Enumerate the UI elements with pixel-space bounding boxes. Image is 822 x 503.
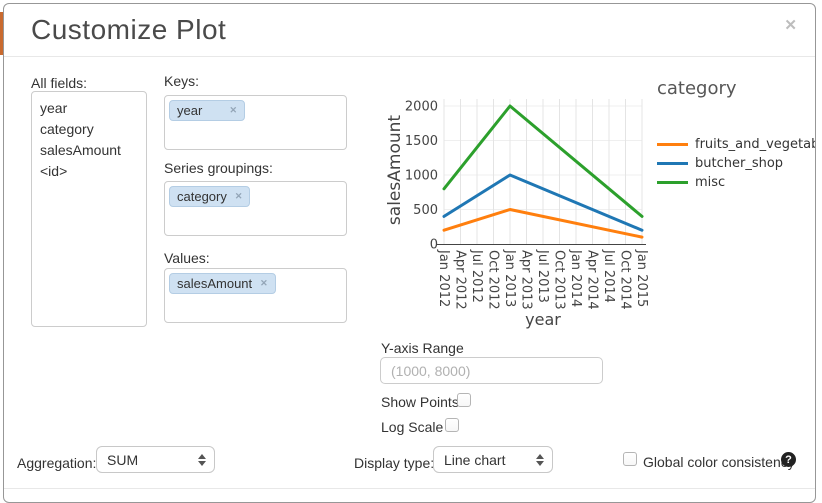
tag-label: salesAmount xyxy=(177,276,253,291)
legend-swatch-line xyxy=(657,142,688,146)
field-item[interactable]: year xyxy=(40,100,68,116)
all-fields-label: All fields: xyxy=(31,75,88,91)
select-arrows-icon xyxy=(536,453,544,466)
svg-text:Apr 2013: Apr 2013 xyxy=(518,250,533,310)
select-arrows-icon xyxy=(198,453,206,466)
svg-text:Jul 2014: Jul 2014 xyxy=(601,249,616,303)
close-icon[interactable]: ✕ xyxy=(784,17,797,34)
chart-legend: category fruits_and_vegetable butcher_sho… xyxy=(657,78,815,192)
keys-dropzone[interactable]: year ✕ xyxy=(164,95,347,150)
svg-text:Jan 2013: Jan 2013 xyxy=(502,249,517,307)
display-type-select[interactable]: Line chart xyxy=(433,446,553,473)
field-item[interactable]: <id> xyxy=(40,163,68,179)
svg-text:1000: 1000 xyxy=(405,169,438,184)
legend-entry[interactable]: fruits_and_vegetable xyxy=(657,135,815,153)
legend-entry-label: misc xyxy=(695,174,726,190)
field-item[interactable]: category xyxy=(40,121,94,137)
svg-text:Jan 2015: Jan 2015 xyxy=(634,249,649,307)
aggregation-label: Aggregation: xyxy=(17,455,97,471)
svg-text:Jul 2013: Jul 2013 xyxy=(535,249,550,303)
svg-text:2000: 2000 xyxy=(405,100,438,115)
svg-text:Apr 2012: Apr 2012 xyxy=(452,250,467,310)
svg-text:0: 0 xyxy=(430,238,438,253)
global-color-consistency-checkbox[interactable] xyxy=(623,452,637,466)
y-axis-range-label: Y-axis Range xyxy=(381,340,464,356)
y-axis-range-input[interactable] xyxy=(380,357,603,384)
keys-label: Keys: xyxy=(164,73,200,89)
remove-tag-icon[interactable]: ✕ xyxy=(260,278,268,288)
legend-title: category xyxy=(657,78,737,99)
tag-label: category xyxy=(177,189,227,204)
svg-text:Jan 2014: Jan 2014 xyxy=(568,249,583,307)
tag-pill[interactable]: year ✕ xyxy=(169,100,245,121)
svg-text:Apr 2014: Apr 2014 xyxy=(584,250,599,310)
all-fields-list[interactable]: year category salesAmount <id> xyxy=(31,91,147,327)
values-label: Values: xyxy=(164,250,210,266)
log-scale-checkbox[interactable] xyxy=(445,418,459,432)
svg-text:Oct 2013: Oct 2013 xyxy=(551,250,566,310)
svg-text:Jan 2012: Jan 2012 xyxy=(436,249,451,307)
footer-divider xyxy=(4,488,815,489)
tag-label: year xyxy=(177,103,203,118)
aggregation-select[interactable]: SUM xyxy=(96,446,215,473)
svg-text:Oct 2012: Oct 2012 xyxy=(485,250,500,310)
background-page-accent xyxy=(0,12,3,55)
legend-entry-label: fruits_and_vegetable xyxy=(695,136,815,152)
svg-text:1500: 1500 xyxy=(405,134,438,149)
svg-text:salesAmount: salesAmount xyxy=(385,115,405,225)
remove-tag-icon[interactable]: ✕ xyxy=(229,105,237,115)
tag-pill[interactable]: category ✕ xyxy=(169,186,251,207)
log-scale-label: Log Scale xyxy=(381,419,444,435)
svg-text:Jul 2012: Jul 2012 xyxy=(469,249,484,303)
show-points-label: Show Points xyxy=(381,394,459,410)
display-type-label: Display type: xyxy=(354,455,435,471)
svg-text:500: 500 xyxy=(413,203,438,218)
legend-swatch-line xyxy=(657,180,688,184)
aggregation-value: SUM xyxy=(107,451,139,468)
customize-plot-dialog: Customize Plot ✕ All fields: year categor… xyxy=(3,3,816,503)
values-dropzone[interactable]: salesAmount ✕ xyxy=(164,268,347,323)
remove-tag-icon[interactable]: ✕ xyxy=(234,191,243,201)
legend-swatch-line xyxy=(657,161,688,165)
global-color-consistency-label: Global color consistency xyxy=(643,454,795,470)
header-divider xyxy=(4,56,815,57)
legend-entry[interactable]: misc xyxy=(657,173,815,191)
series-groupings-dropzone[interactable]: category ✕ xyxy=(164,181,347,236)
legend-entry-label: butcher_shop xyxy=(695,155,784,171)
line-chart: 0 500 1000 1500 2000 Jan 2012 Apr 2012 Jul 2012… xyxy=(385,99,649,329)
help-icon[interactable]: ? xyxy=(781,452,796,467)
series-groupings-label: Series groupings: xyxy=(164,160,273,176)
svg-text:year: year xyxy=(525,310,561,329)
field-item[interactable]: salesAmount xyxy=(40,142,121,158)
tag-pill[interactable]: salesAmount ✕ xyxy=(169,273,276,294)
show-points-checkbox[interactable] xyxy=(457,393,471,407)
legend-entry[interactable]: butcher_shop xyxy=(657,154,815,172)
display-type-value: Line chart xyxy=(444,451,506,468)
svg-text:Oct 2014: Oct 2014 xyxy=(617,250,632,310)
dialog-title: Customize Plot xyxy=(31,14,227,45)
